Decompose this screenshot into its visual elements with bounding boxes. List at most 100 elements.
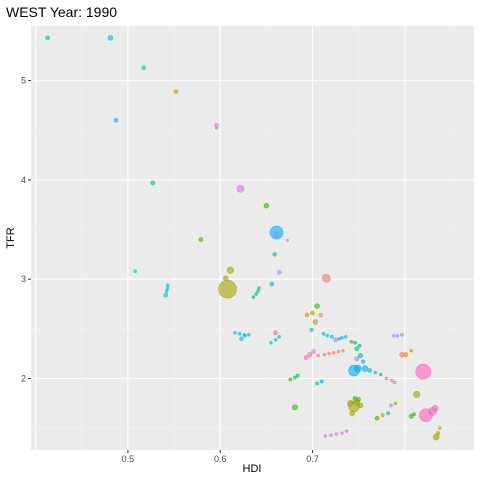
data-point — [288, 377, 293, 382]
data-point — [336, 350, 341, 354]
data-point — [400, 332, 404, 337]
data-point — [173, 89, 179, 94]
data-point — [295, 373, 300, 378]
data-point — [413, 390, 421, 398]
data-point — [393, 401, 398, 406]
data-point — [269, 341, 273, 345]
data-point — [133, 269, 137, 273]
data-point — [150, 180, 156, 186]
data-point — [233, 331, 237, 335]
data-point — [390, 378, 394, 383]
chart-title: WEST Year: 1990 — [6, 4, 117, 20]
data-point — [435, 431, 441, 436]
data-point — [354, 346, 360, 352]
data-point — [329, 334, 334, 339]
data-point — [276, 269, 282, 275]
data-point — [236, 185, 245, 193]
data-point — [325, 334, 329, 338]
data-point — [272, 252, 277, 257]
data-point — [392, 380, 397, 385]
data-point — [315, 381, 320, 386]
data-point — [239, 336, 244, 342]
data-point — [361, 365, 369, 372]
data-point — [309, 327, 314, 332]
data-point — [322, 352, 327, 357]
data-point — [357, 343, 362, 348]
data-point — [334, 432, 339, 436]
data-point — [349, 410, 355, 416]
data-point — [415, 363, 432, 380]
x-axis-ticks: 0.5 0.6 0.7 — [122, 450, 319, 464]
data-point — [409, 349, 413, 353]
data-point — [303, 355, 309, 360]
data-point — [293, 375, 297, 380]
data-point — [438, 426, 442, 430]
data-point — [347, 400, 354, 407]
y-axis-ticks: 2 3 4 5 — [21, 76, 31, 384]
data-point — [141, 65, 146, 70]
data-point — [357, 353, 363, 359]
data-point — [311, 349, 316, 355]
y-tick-label: 5 — [21, 76, 26, 86]
data-point — [333, 337, 338, 343]
data-point — [353, 340, 357, 345]
data-point — [165, 283, 170, 287]
x-tick-label: 0.5 — [122, 454, 135, 464]
data-point — [340, 336, 344, 340]
data-point — [277, 335, 281, 339]
data-point — [412, 412, 416, 417]
data-point — [386, 411, 391, 416]
minor-gridlines — [31, 26, 474, 450]
data-point — [269, 281, 275, 287]
data-point — [237, 332, 242, 336]
data-point — [107, 35, 114, 41]
data-point — [164, 289, 169, 293]
data-point — [431, 404, 439, 412]
data-point — [341, 349, 345, 353]
data-point — [379, 372, 383, 377]
y-axis-title: TFR — [5, 227, 17, 248]
data-point — [226, 266, 234, 274]
data-point — [198, 237, 204, 242]
data-point — [165, 286, 170, 290]
data-point — [307, 352, 313, 358]
data-point — [344, 335, 348, 339]
data-point — [254, 292, 258, 296]
data-point — [273, 231, 280, 238]
y-tick-label: 2 — [21, 374, 26, 384]
data-point — [356, 397, 361, 402]
y-tick-label: 4 — [21, 175, 26, 185]
y-tick-label: 3 — [21, 274, 26, 284]
data-point — [312, 319, 318, 325]
major-gridlines — [31, 26, 474, 450]
data-point — [263, 203, 270, 209]
data-point — [223, 275, 229, 281]
data-point — [163, 292, 169, 298]
data-point — [352, 396, 358, 401]
data-point — [273, 338, 278, 342]
data-point — [384, 376, 389, 381]
data-point — [214, 123, 219, 128]
data-point — [349, 340, 353, 344]
data-point — [256, 289, 260, 293]
data-point — [304, 312, 310, 318]
data-points — [45, 35, 442, 441]
data-point — [357, 402, 364, 409]
x-tick-label: 0.7 — [306, 454, 319, 464]
data-point — [374, 415, 380, 421]
x-tick-label: 0.6 — [214, 454, 227, 464]
plot-panel — [31, 26, 474, 450]
data-point — [319, 379, 324, 384]
data-point — [113, 118, 119, 123]
data-point — [344, 429, 349, 433]
data-point — [329, 433, 333, 437]
data-point — [247, 333, 251, 337]
data-point — [327, 351, 331, 356]
data-point — [403, 352, 409, 358]
data-point — [273, 330, 278, 336]
data-point — [310, 310, 315, 316]
data-point — [340, 431, 344, 435]
data-point — [321, 332, 326, 336]
data-point — [322, 273, 331, 283]
